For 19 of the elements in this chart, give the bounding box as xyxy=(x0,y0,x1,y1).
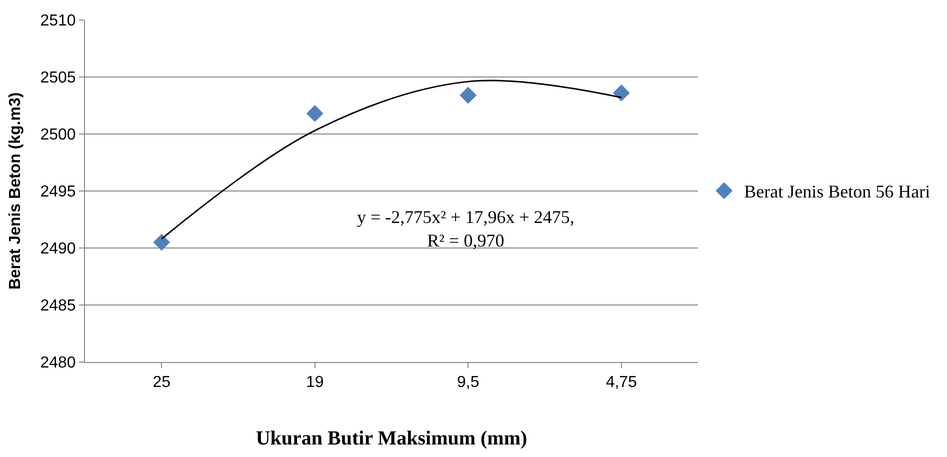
y-tick-label: 2500 xyxy=(40,126,76,144)
point xyxy=(460,86,477,104)
point xyxy=(153,234,170,251)
x-tick-label: 4,75 xyxy=(606,374,638,392)
y-tick-label: 2510 xyxy=(40,12,76,30)
point xyxy=(306,105,324,122)
y-tick-label: 2505 xyxy=(40,70,76,87)
legend-label: Berat Jenis Beton 56 Hari xyxy=(744,182,930,202)
x-tick-label: 25 xyxy=(152,374,171,392)
annotation: y = -2,775x² + 17,96x + 2475, R² = 0,970 xyxy=(357,207,574,250)
y-tick-label: 2490 xyxy=(40,240,76,258)
point xyxy=(612,84,630,102)
x-tick-label: 9,5 xyxy=(457,374,480,392)
y-tick-label: 2480 xyxy=(40,354,76,372)
y-axis-title: Berat Jenis Beton (kg.m3) xyxy=(7,92,24,290)
x-tick-label: 19 xyxy=(306,374,324,392)
y-tick-label: 2485 xyxy=(40,298,76,315)
x-axis-title: Ukuran Butir Maksimum (mm) xyxy=(256,428,528,450)
y-tick-label: 2495 xyxy=(40,184,76,201)
